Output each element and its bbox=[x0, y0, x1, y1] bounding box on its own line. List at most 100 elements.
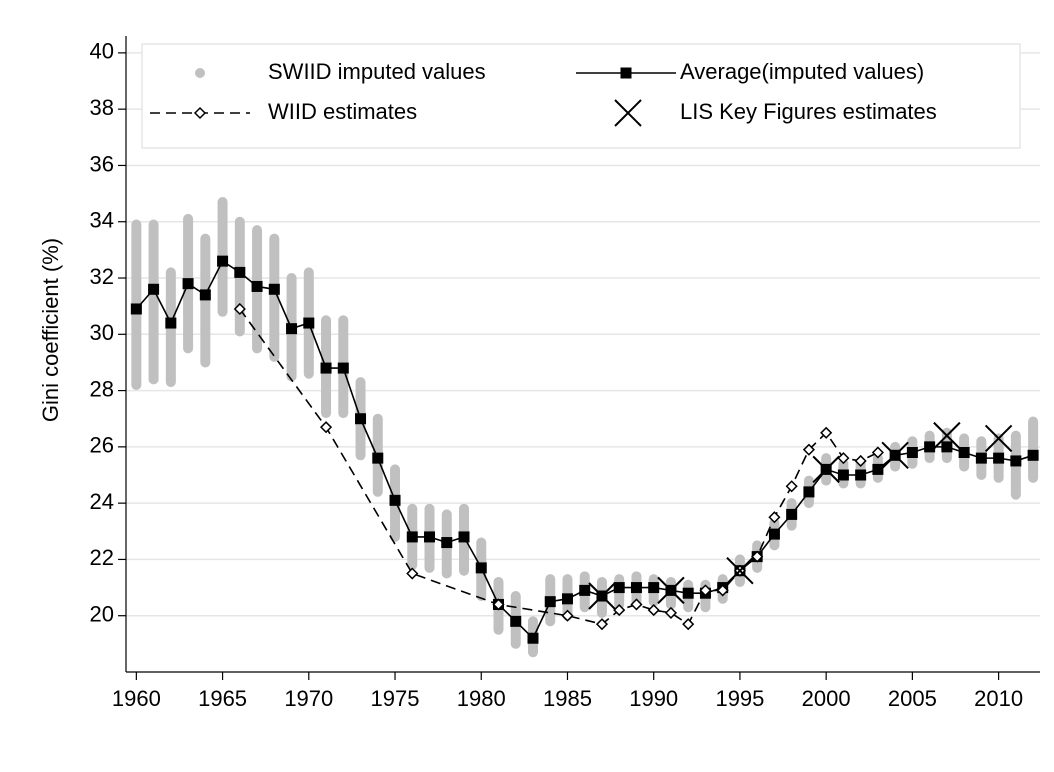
marker-diamond bbox=[716, 584, 729, 597]
marker-square bbox=[768, 528, 780, 540]
marker-cross bbox=[984, 424, 1013, 453]
marker-square bbox=[1027, 449, 1039, 461]
marker-diamond bbox=[561, 609, 574, 622]
legend-box bbox=[141, 43, 1021, 149]
x-tick-label: 1990 bbox=[629, 686, 678, 711]
marker-square bbox=[803, 486, 815, 498]
marker-diamond bbox=[595, 618, 609, 631]
marker-diamond bbox=[854, 454, 867, 467]
x-tick-label: 1995 bbox=[715, 686, 764, 711]
marker-cross bbox=[588, 582, 616, 610]
marker-diamond bbox=[406, 567, 419, 580]
marker-square bbox=[872, 463, 884, 475]
y-tick-label: 28 bbox=[90, 376, 114, 401]
marker-diamond bbox=[785, 480, 798, 493]
marker-diamond bbox=[802, 443, 815, 456]
marker-square bbox=[165, 317, 177, 329]
marker-cross bbox=[881, 441, 909, 470]
x-tick-label: 1985 bbox=[543, 686, 592, 711]
marker-square bbox=[372, 452, 384, 464]
marker-square bbox=[786, 508, 798, 520]
imputed-range bbox=[148, 219, 159, 385]
y-tick-label: 22 bbox=[90, 545, 114, 570]
marker-square bbox=[458, 531, 470, 543]
imputed-range bbox=[200, 233, 211, 368]
marker-square bbox=[337, 362, 349, 374]
marker-diamond bbox=[664, 606, 678, 619]
x-tick-label: 1965 bbox=[198, 686, 247, 711]
legend-symbol bbox=[614, 99, 642, 127]
marker-square bbox=[389, 494, 401, 506]
marker-cross bbox=[812, 455, 840, 484]
marker-cross bbox=[726, 556, 754, 585]
x-tick-label: 2010 bbox=[974, 686, 1023, 711]
marker-diamond bbox=[699, 584, 712, 597]
imputed-range bbox=[1028, 416, 1039, 483]
legend-symbol bbox=[193, 106, 207, 120]
imputed-range bbox=[269, 233, 280, 362]
marker-square bbox=[355, 413, 367, 425]
y-tick-label: 36 bbox=[90, 151, 114, 176]
marker-cross bbox=[657, 576, 685, 605]
marker-square bbox=[441, 537, 453, 549]
y-tick-label: 26 bbox=[90, 433, 114, 458]
marker-square bbox=[182, 278, 194, 290]
marker-square bbox=[527, 632, 539, 644]
marker-square bbox=[475, 562, 487, 574]
marker-square bbox=[924, 441, 936, 453]
marker-diamond bbox=[751, 550, 764, 563]
marker-diamond bbox=[682, 618, 695, 631]
marker-square bbox=[975, 452, 987, 464]
marker-square bbox=[941, 441, 953, 453]
marker-diamond bbox=[233, 302, 246, 316]
legend-label: SWIID imputed values bbox=[268, 59, 486, 84]
x-tick-label: 1975 bbox=[371, 686, 420, 711]
marker-cross bbox=[933, 421, 961, 450]
x-tick-label: 1980 bbox=[457, 686, 506, 711]
marker-square bbox=[837, 469, 849, 481]
marker-square bbox=[303, 317, 315, 329]
marker-diamond bbox=[613, 604, 626, 617]
legend-label: WIID estimates bbox=[268, 99, 417, 124]
y-tick-label: 40 bbox=[90, 39, 114, 64]
x-tick-label: 2000 bbox=[802, 686, 851, 711]
marker-square bbox=[199, 289, 211, 301]
legend-symbol bbox=[620, 67, 632, 79]
legend-label: LIS Key Figures estimates bbox=[680, 99, 937, 124]
marker-diamond bbox=[871, 446, 884, 459]
y-tick-label: 32 bbox=[90, 264, 114, 289]
marker-square bbox=[630, 582, 642, 594]
marker-square bbox=[993, 452, 1005, 464]
marker-square bbox=[1010, 455, 1022, 467]
legend-symbol bbox=[195, 68, 205, 78]
marker-square bbox=[286, 323, 298, 335]
marker-diamond bbox=[820, 426, 833, 439]
marker-square bbox=[855, 469, 867, 481]
x-tick-label: 1960 bbox=[112, 686, 161, 711]
marker-square bbox=[234, 266, 246, 278]
y-tick-label: 24 bbox=[90, 489, 114, 514]
marker-square bbox=[148, 283, 160, 295]
y-tick-label: 34 bbox=[90, 208, 114, 233]
marker-diamond bbox=[319, 421, 333, 434]
marker-square bbox=[510, 615, 522, 627]
marker-square bbox=[406, 531, 418, 543]
marker-square bbox=[648, 582, 660, 594]
y-tick-label: 30 bbox=[90, 320, 114, 345]
marker-diamond bbox=[630, 598, 643, 611]
y-axis-label: Gini coefficient (%) bbox=[38, 238, 63, 422]
marker-square bbox=[613, 582, 625, 594]
marker-square bbox=[561, 593, 573, 605]
marker-square bbox=[424, 531, 436, 543]
marker-square bbox=[958, 446, 970, 458]
series-line bbox=[239, 308, 879, 626]
marker-square bbox=[130, 303, 142, 315]
marker-square bbox=[268, 283, 280, 295]
marker-diamond bbox=[647, 604, 660, 617]
marker-square bbox=[682, 587, 694, 599]
marker-square bbox=[544, 596, 556, 608]
y-tick-label: 38 bbox=[90, 95, 114, 120]
marker-square bbox=[217, 255, 229, 267]
marker-diamond bbox=[768, 511, 781, 524]
